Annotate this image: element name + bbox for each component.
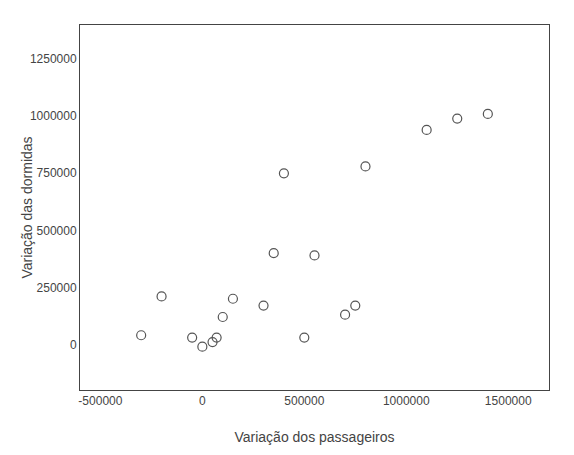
svg-text:0: 0 xyxy=(199,394,206,408)
svg-text:0: 0 xyxy=(70,338,77,352)
svg-text:1000000: 1000000 xyxy=(383,394,430,408)
svg-text:1250000: 1250000 xyxy=(30,52,77,66)
svg-text:500000: 500000 xyxy=(37,224,77,238)
svg-text:Variação das dormidas: Variação das dormidas xyxy=(19,136,35,278)
svg-text:750000: 750000 xyxy=(37,166,77,180)
svg-text:1500000: 1500000 xyxy=(485,394,532,408)
svg-text:-500000: -500000 xyxy=(78,394,122,408)
svg-text:250000: 250000 xyxy=(37,281,77,295)
svg-text:Variação dos passageiros: Variação dos passageiros xyxy=(234,429,394,445)
svg-text:500000: 500000 xyxy=(284,394,324,408)
svg-text:1000000: 1000000 xyxy=(30,109,77,123)
